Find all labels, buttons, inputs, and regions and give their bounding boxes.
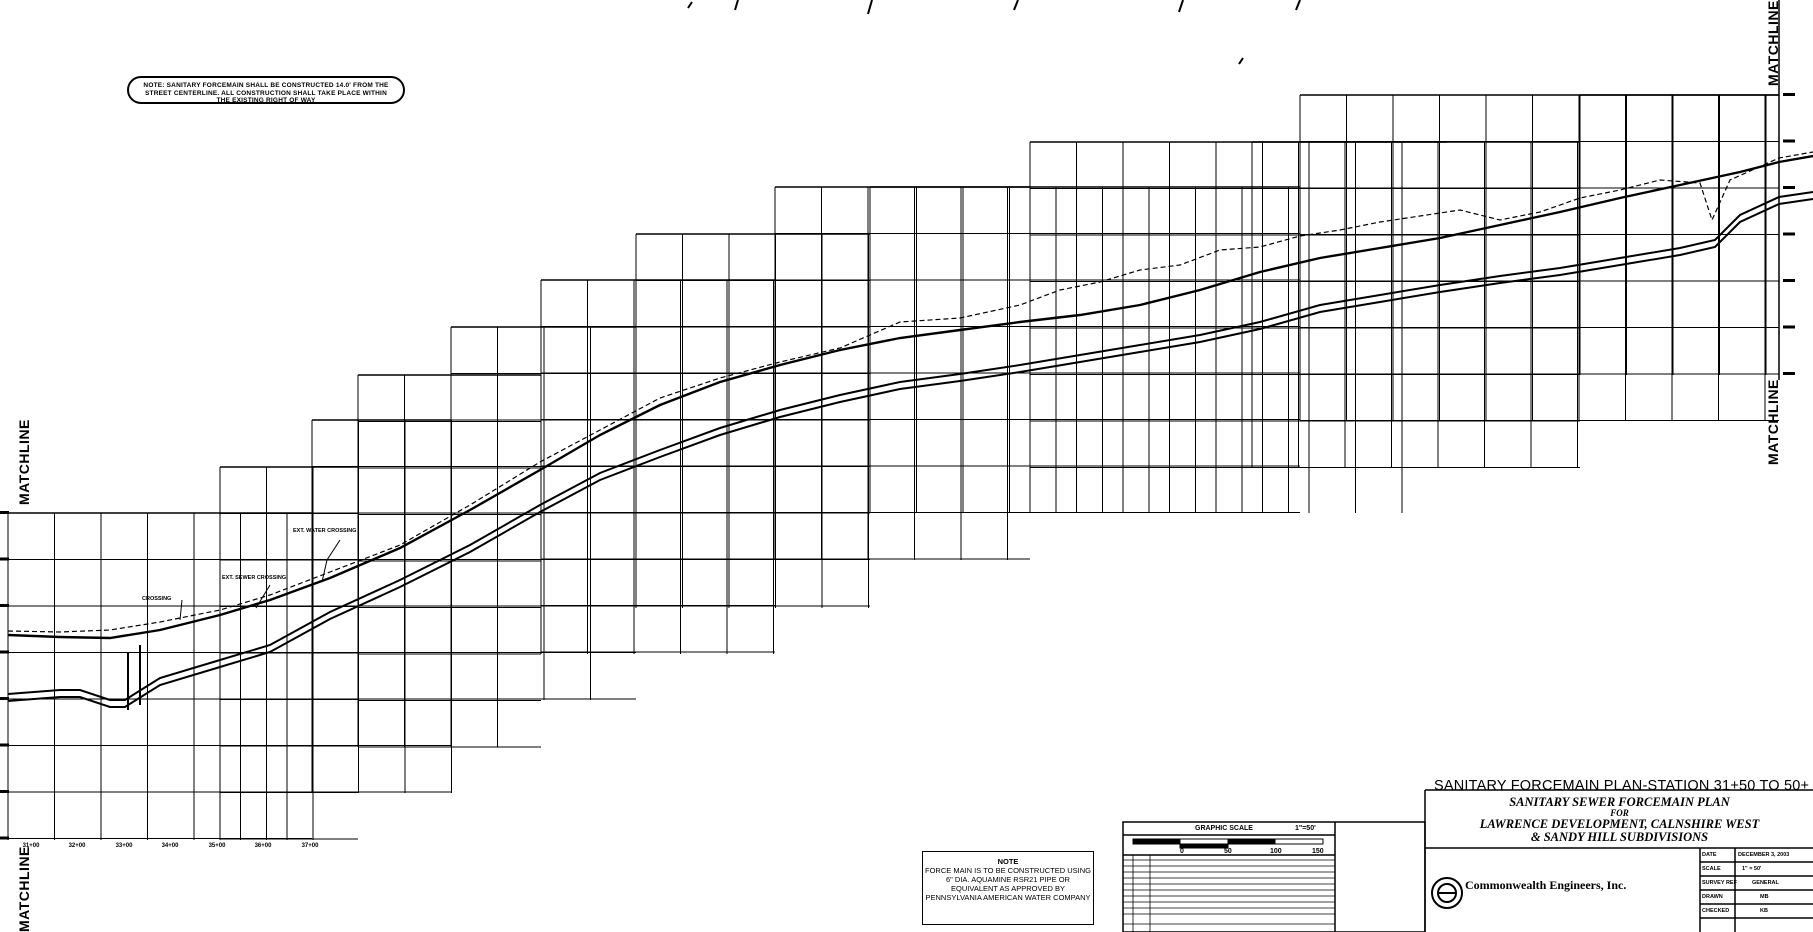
elevation-tick-left bbox=[0, 511, 9, 514]
forcemain-pipe-bottom bbox=[7, 198, 1813, 708]
company-name: Commonwealth Engineers, Inc. bbox=[1465, 878, 1627, 892]
scale-tick-150: 150 bbox=[1312, 848, 1324, 855]
station-label: 32+00 bbox=[69, 843, 87, 849]
field-drawn-label: DRAWN bbox=[1702, 894, 1723, 900]
elevation-tick-left bbox=[0, 650, 9, 654]
title-line-3: & SANDY HILL SUBDIVISIONS bbox=[1530, 830, 1709, 844]
station-label: 34+00 bbox=[162, 843, 180, 849]
elevation-ticks bbox=[0, 93, 1795, 840]
callout-leader-c bbox=[179, 599, 183, 621]
crossing-marker bbox=[127, 645, 141, 710]
field-survey-value: GENERAL bbox=[1752, 880, 1779, 886]
callout-leader-b bbox=[255, 584, 271, 609]
field-scale-value: 1" = 50' bbox=[1742, 866, 1762, 872]
force-main-note-body: FORCE MAIN IS TO BE CONSTRUCTED USING 6"… bbox=[925, 866, 1091, 902]
drawing-title: SANITARY SEWER FORCEMAIN PLAN FOR LAWREN… bbox=[1426, 796, 1813, 844]
elevation-tick-right bbox=[1783, 93, 1795, 96]
stray-marks bbox=[687, 0, 1301, 65]
field-checked-label: CHECKED bbox=[1702, 908, 1730, 914]
callout-water-crossing: EXT. WATER CROSSING bbox=[293, 528, 357, 534]
callout-leader-a bbox=[321, 539, 341, 583]
proposed-grade-line bbox=[7, 151, 1813, 633]
elevation-tick-right bbox=[1783, 279, 1795, 282]
field-date-value: DECEMBER 3, 2003 bbox=[1738, 852, 1790, 858]
matchline-left-upper: MATCHLINE bbox=[16, 419, 32, 505]
sheet-header: SANITARY FORCEMAIN PLAN-STATION 31+50 TO… bbox=[1434, 778, 1810, 794]
elevation-tick-right bbox=[1783, 372, 1795, 375]
graphic-scale-ratio: 1"=50' bbox=[1295, 825, 1316, 832]
title-block-frame bbox=[1122, 789, 1813, 932]
company-logo bbox=[1431, 877, 1463, 909]
existing-ground-line bbox=[7, 154, 1813, 640]
callout-sewer-crossing: EXT. SEWER CROSSING bbox=[222, 575, 287, 581]
title-line-2: LAWRENCE DEVELOPMENT, CALNSHIRE WEST bbox=[1479, 817, 1760, 831]
force-main-note-title: NOTE bbox=[997, 857, 1019, 866]
elevation-tick-left bbox=[0, 557, 9, 561]
elevation-tick-left bbox=[0, 790, 9, 793]
force-main-note: NOTE FORCE MAIN IS TO BE CONSTRUCTED USI… bbox=[922, 851, 1094, 925]
matchline-left-lower: MATCHLINE bbox=[16, 846, 32, 932]
scale-bar bbox=[1132, 838, 1324, 849]
title-line-1: SANITARY SEWER FORCEMAIN PLAN bbox=[1509, 795, 1730, 809]
elevation-tick-left bbox=[0, 604, 9, 607]
forcemain-pipe-top bbox=[7, 191, 1813, 701]
field-drawn-value: MB bbox=[1760, 894, 1769, 900]
station-label: 37+00 bbox=[302, 843, 320, 849]
elevation-tick-left bbox=[0, 836, 9, 840]
station-label: 36+00 bbox=[255, 843, 273, 849]
field-survey-label: SURVEY REF bbox=[1702, 880, 1737, 886]
field-checked-value: KB bbox=[1760, 908, 1768, 914]
station-labels: 31+00 32+00 33+00 34+00 35+00 36+00 37+00 bbox=[23, 843, 320, 849]
profile-grid bbox=[7, 94, 1779, 840]
elevation-tick-right bbox=[1783, 232, 1795, 236]
profile-lines bbox=[7, 151, 1813, 710]
title-for: FOR bbox=[1610, 808, 1629, 818]
station-label: 33+00 bbox=[116, 843, 134, 849]
field-date-label: DATE bbox=[1702, 852, 1717, 858]
scale-tick-100: 100 bbox=[1270, 848, 1282, 855]
matchline-right-lower: MATCHLINE bbox=[1765, 379, 1781, 465]
station-label: 35+00 bbox=[209, 843, 227, 849]
scale-tick-50: 50 bbox=[1224, 848, 1232, 855]
graphic-scale-title: GRAPHIC SCALE bbox=[1195, 825, 1253, 832]
revision-rows bbox=[1123, 855, 1335, 932]
matchline-right-upper: MATCHLINE bbox=[1765, 0, 1781, 86]
elevation-tick-right bbox=[1783, 325, 1795, 329]
elevation-tick-right bbox=[1783, 186, 1795, 189]
elevation-tick-right bbox=[1783, 139, 1795, 143]
elevation-tick-left bbox=[0, 743, 9, 747]
construction-note: NOTE: SANITARY FORCEMAIN SHALL BE CONSTR… bbox=[127, 76, 405, 104]
field-scale-label: SCALE bbox=[1702, 866, 1721, 872]
elevation-tick-left bbox=[0, 697, 9, 700]
callout-crossing: CROSSING bbox=[142, 596, 172, 602]
station-label: 31+00 bbox=[23, 843, 41, 849]
scale-tick-0: 0 bbox=[1180, 848, 1184, 855]
